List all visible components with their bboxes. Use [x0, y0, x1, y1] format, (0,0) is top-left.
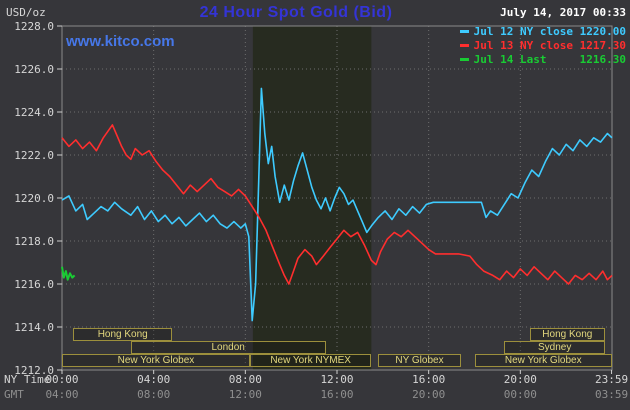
- x-tick-label-ny: 12:00: [320, 373, 354, 386]
- x-tick-label-gmt: 12:00: [228, 388, 262, 401]
- session-box: Hong Kong: [529, 328, 606, 341]
- x-tick-label-gmt: 00:00: [503, 388, 537, 401]
- chart-title: 24 Hour Spot Gold (Bid): [199, 4, 393, 21]
- y-tick-label: 1226.0: [14, 63, 54, 76]
- legend-item: Jul 13 NY close 1217.30: [459, 38, 626, 52]
- y-tick-label: 1220.0: [14, 192, 54, 205]
- ny-time-axis-label: NY Time: [4, 373, 51, 386]
- legend-item: Jul 12 NY close 1220.00: [459, 24, 626, 38]
- x-tick-label-ny: 23:59: [594, 373, 629, 386]
- x-tick-label-ny: 16:00: [412, 373, 446, 386]
- series-line-1: [61, 124, 613, 285]
- y-tick-label: 1214.0: [14, 321, 54, 334]
- session-box: Sydney: [504, 341, 606, 354]
- series-line-2: [61, 266, 76, 281]
- legend-item-label: Jul 14 Last 1216.30: [473, 52, 626, 66]
- kitco-link[interactable]: www.kitco.com: [66, 33, 175, 50]
- x-tick-label-gmt: 08:00: [137, 388, 171, 401]
- x-tick-label-ny: 04:00: [137, 373, 171, 386]
- x-tick-label-ny: 08:00: [228, 373, 262, 386]
- legend-item: Jul 14 Last 1216.30: [459, 52, 626, 66]
- series-line-0: [61, 87, 613, 322]
- y-tick-label: 1224.0: [14, 106, 54, 119]
- y-tick-label: 1222.0: [14, 149, 54, 162]
- unit-label: USD/oz: [6, 6, 46, 19]
- y-tick-label: 1228.0: [14, 20, 54, 33]
- x-tick-label-ny: 20:00: [503, 373, 537, 386]
- y-tick-label: 1212.0: [14, 364, 54, 377]
- session-box: New York Globex: [62, 354, 250, 367]
- session-box: New York NYMEX: [249, 354, 372, 367]
- legend-marker-icon: [459, 29, 469, 33]
- x-tick-label-gmt: 03:59: [594, 388, 629, 401]
- x-tick-label-gmt: 16:00: [320, 388, 354, 401]
- session-box: London: [130, 341, 326, 354]
- plot-border: [61, 25, 613, 371]
- legend-marker-icon: [459, 57, 469, 61]
- session-box: Hong Kong: [73, 328, 172, 341]
- x-tick-label-ny: 00:00: [45, 373, 79, 386]
- legend: Jul 12 NY close 1220.00 Jul 13 NY close 1…: [459, 24, 626, 66]
- ny-session-band: [252, 26, 372, 370]
- legend-marker-icon: [459, 43, 469, 47]
- y-tick-label: 1218.0: [14, 235, 54, 248]
- session-box: NY Globex: [378, 354, 461, 367]
- x-tick-label-gmt: 04:00: [45, 388, 79, 401]
- legend-item-label: Jul 12 NY close 1220.00: [473, 24, 626, 38]
- session-box: New York Globex: [474, 354, 612, 367]
- y-tick-label: 1216.0: [14, 278, 54, 291]
- gmt-axis-label: GMT: [4, 388, 24, 401]
- datetime-label: July 14, 2017 00:33: [500, 6, 626, 19]
- legend-item-label: Jul 13 NY close 1217.30: [473, 38, 626, 52]
- x-tick-label-gmt: 20:00: [412, 388, 446, 401]
